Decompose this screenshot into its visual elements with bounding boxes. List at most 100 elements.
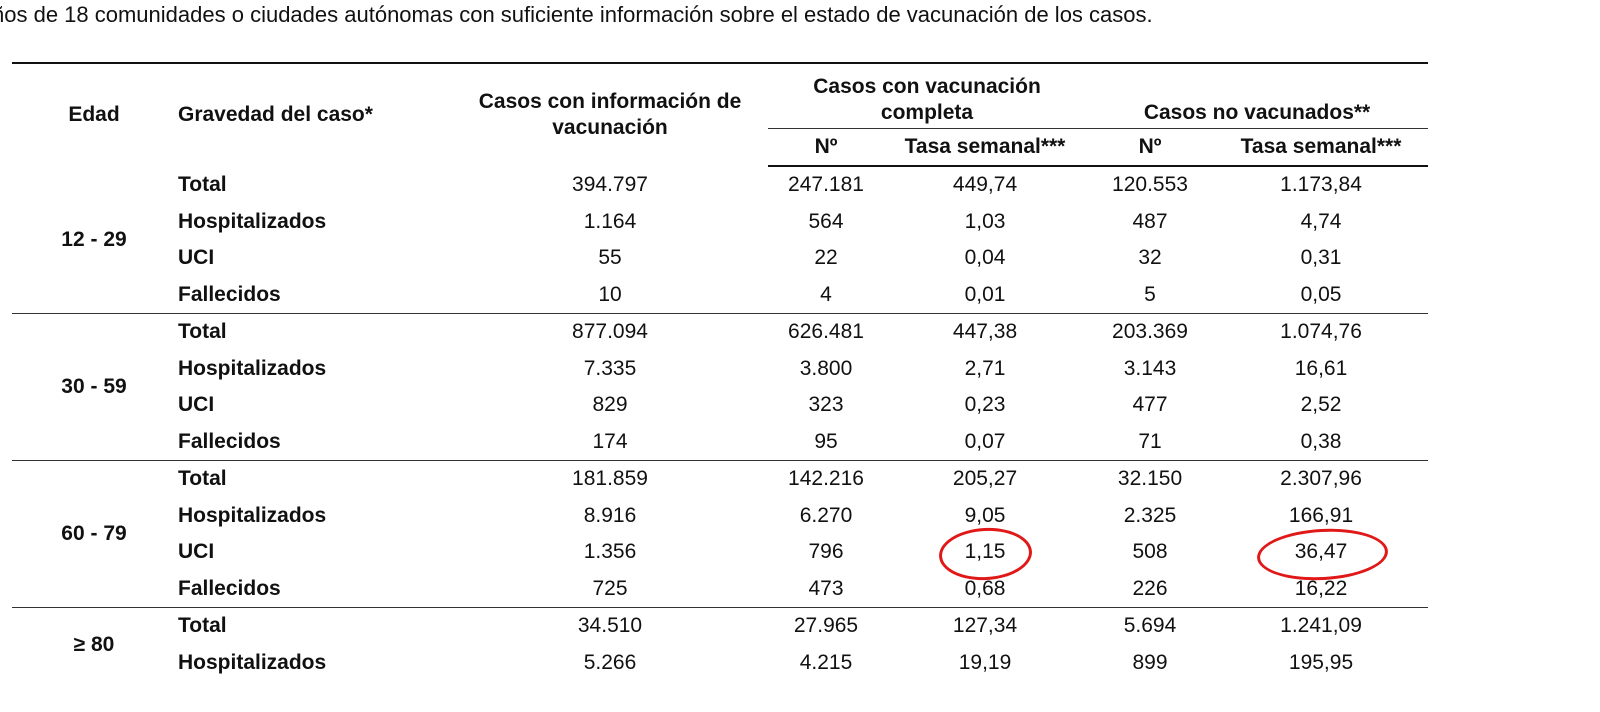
severity-cell: Total	[176, 607, 452, 645]
red-circle-annotation: 36,47	[1295, 534, 1348, 570]
severity-cell: Fallecidos	[178, 282, 281, 306]
novac-n-cell: 2.325	[1123, 503, 1177, 527]
completa-n-cell: 3.800	[799, 356, 853, 380]
completa-tasa-cell: 0,04	[964, 246, 1006, 270]
severity-cell: UCI	[178, 540, 215, 564]
table-row: Fallecidos 725 473 0,68 226 16,22	[12, 571, 1428, 608]
completa-tasa-cell: 0,01	[964, 282, 1006, 306]
casos-info-cell: 7.335	[583, 356, 637, 380]
severity-cell: Hospitalizados	[178, 503, 327, 527]
red-circle-annotation: 1,15	[965, 534, 1006, 570]
age-group-cell: 60 - 79	[12, 460, 176, 608]
completa-tasa-cell: 449,74	[952, 173, 1018, 197]
casos-info-cell: 394.797	[572, 172, 648, 196]
severity-cell: UCI	[178, 393, 215, 417]
table-row: Hospitalizados 5.266 4.215 19,19 899 195,95	[12, 645, 1428, 682]
completa-tasa-cell: 0,23	[964, 393, 1006, 417]
table-row: UCI 1.356 796 1,15 508 36,47	[12, 534, 1428, 571]
table-row: Hospitalizados 1.164 564 1,03 487 4,74	[12, 204, 1428, 241]
casos-info-cell: 10	[598, 282, 622, 306]
novac-tasa-cell: 0,38	[1300, 429, 1342, 453]
table-row: Hospitalizados 8.916 6.270 9,05 2.325 166,91	[12, 498, 1428, 535]
novac-n-cell: 508	[1132, 540, 1168, 564]
header-novac-tasa: Tasa semanal***	[1214, 128, 1429, 167]
header-novac-n: Nº	[1086, 128, 1215, 167]
severity-cell: Total	[176, 460, 452, 498]
age-group-cell: ≥ 80	[12, 607, 176, 681]
completa-tasa-cell: 2,71	[964, 356, 1006, 380]
novac-tasa-cell: 166,91	[1288, 503, 1354, 527]
severity-cell: UCI	[178, 246, 215, 270]
novac-n-cell: 477	[1132, 393, 1168, 417]
completa-tasa-cell: 127,34	[884, 607, 1087, 645]
age-group-cell: 30 - 59	[12, 313, 176, 461]
completa-n-cell: 142.216	[768, 460, 884, 498]
intro-text: ños de 18 comunidades o ciudades autónom…	[0, 2, 1153, 27]
completa-tasa-cell: 9,05	[964, 503, 1006, 527]
novac-n-cell: 5.694	[1086, 607, 1215, 645]
casos-info-cell: 34.510	[452, 607, 768, 645]
header-gravedad: Gravedad del caso*	[176, 62, 452, 166]
completa-tasa-cell: 205,27	[884, 460, 1087, 498]
novac-tasa-cell: 2.307,96	[1214, 460, 1429, 498]
completa-n-cell: 4.215	[799, 650, 853, 674]
severity-cell: Hospitalizados	[178, 209, 327, 233]
casos-info-cell: 877.094	[452, 313, 768, 351]
completa-n-cell: 95	[814, 429, 838, 453]
header-vacunacion-completa: Casos con vacunación completa	[768, 62, 1087, 129]
completa-tasa-cell: 1,15	[884, 534, 1086, 571]
novac-tasa-cell: 1.074,76	[1214, 313, 1429, 351]
novac-tasa-cell: 1.173,84	[1280, 173, 1362, 197]
novac-n-cell: 32.150	[1086, 460, 1215, 498]
novac-tasa-cell: 2,52	[1300, 393, 1342, 417]
completa-n-cell: 626.481	[768, 313, 884, 351]
vaccination-cases-table: Edad Gravedad del caso* Casos con inform…	[12, 62, 1429, 682]
severity-cell: Fallecidos	[178, 429, 281, 453]
casos-info-cell: 181.859	[452, 460, 768, 498]
completa-tasa-cell: 1,03	[964, 209, 1006, 233]
header-row-sub: Nº Tasa semanal*** Nº Tasa semanal***	[12, 128, 1429, 167]
completa-n-cell: 323	[808, 393, 844, 417]
header-no-vacunados: Casos no vacunados**	[1086, 62, 1429, 129]
novac-n-cell: 32	[1138, 246, 1162, 270]
severity-cell: Hospitalizados	[178, 356, 327, 380]
novac-n-cell: 226	[1132, 576, 1168, 600]
casos-info-cell: 725	[592, 576, 628, 600]
completa-n-cell: 4	[820, 282, 832, 306]
novac-n-cell: 71	[1138, 429, 1162, 453]
completa-tasa-cell: 447,38	[884, 313, 1087, 351]
novac-tasa-cell: 36,47	[1214, 534, 1428, 571]
casos-info-cell: 5.266	[583, 650, 637, 674]
casos-info-cell: 8.916	[583, 503, 637, 527]
table-row: UCI 829 323 0,23 477 2,52	[12, 387, 1428, 424]
table-row: UCI 55 22 0,04 32 0,31	[12, 240, 1428, 277]
casos-info-cell: 174	[592, 429, 628, 453]
completa-n-cell: 247.181	[788, 173, 864, 197]
completa-tasa-cell: 19,19	[958, 650, 1012, 674]
completa-n-cell: 6.270	[799, 503, 853, 527]
novac-n-cell: 899	[1132, 650, 1168, 674]
header-completa-n: Nº	[768, 128, 884, 167]
casos-info-cell: 1.164	[583, 209, 637, 233]
intro-text-line: ños de 18 comunidades o ciudades autónom…	[0, 0, 1600, 36]
severity-cell: Fallecidos	[178, 576, 281, 600]
novac-tasa-cell: 16,61	[1294, 356, 1348, 380]
table-row: 60 - 79 Total 181.859 142.216 205,27 32.150 2.…	[12, 460, 1429, 608]
severity-cell: Hospitalizados	[178, 650, 327, 674]
completa-n-cell: 473	[808, 576, 844, 600]
header-casos-info: Casos con información de vacunación	[452, 62, 768, 166]
completa-n-cell: 796	[808, 540, 844, 564]
table-row: Hospitalizados 7.335 3.800 2,71 3.143 16,61	[12, 351, 1428, 388]
completa-tasa-cell: 0,68	[964, 576, 1006, 600]
novac-tasa-cell: 0,31	[1300, 246, 1342, 270]
casos-info-cell: 1.356	[583, 540, 637, 564]
novac-n-cell: 120.553	[1112, 173, 1188, 197]
novac-n-cell: 3.143	[1123, 356, 1177, 380]
completa-tasa-cell: 0,07	[964, 429, 1006, 453]
novac-n-cell: 5	[1144, 282, 1156, 306]
novac-tasa-cell: 195,95	[1288, 650, 1354, 674]
header-row-main: Edad Gravedad del caso* Casos con inform…	[12, 62, 1429, 166]
header-completa-tasa: Tasa semanal***	[884, 128, 1087, 167]
novac-tasa-cell: 0,05	[1300, 282, 1342, 306]
completa-n-cell: 27.965	[768, 607, 884, 645]
